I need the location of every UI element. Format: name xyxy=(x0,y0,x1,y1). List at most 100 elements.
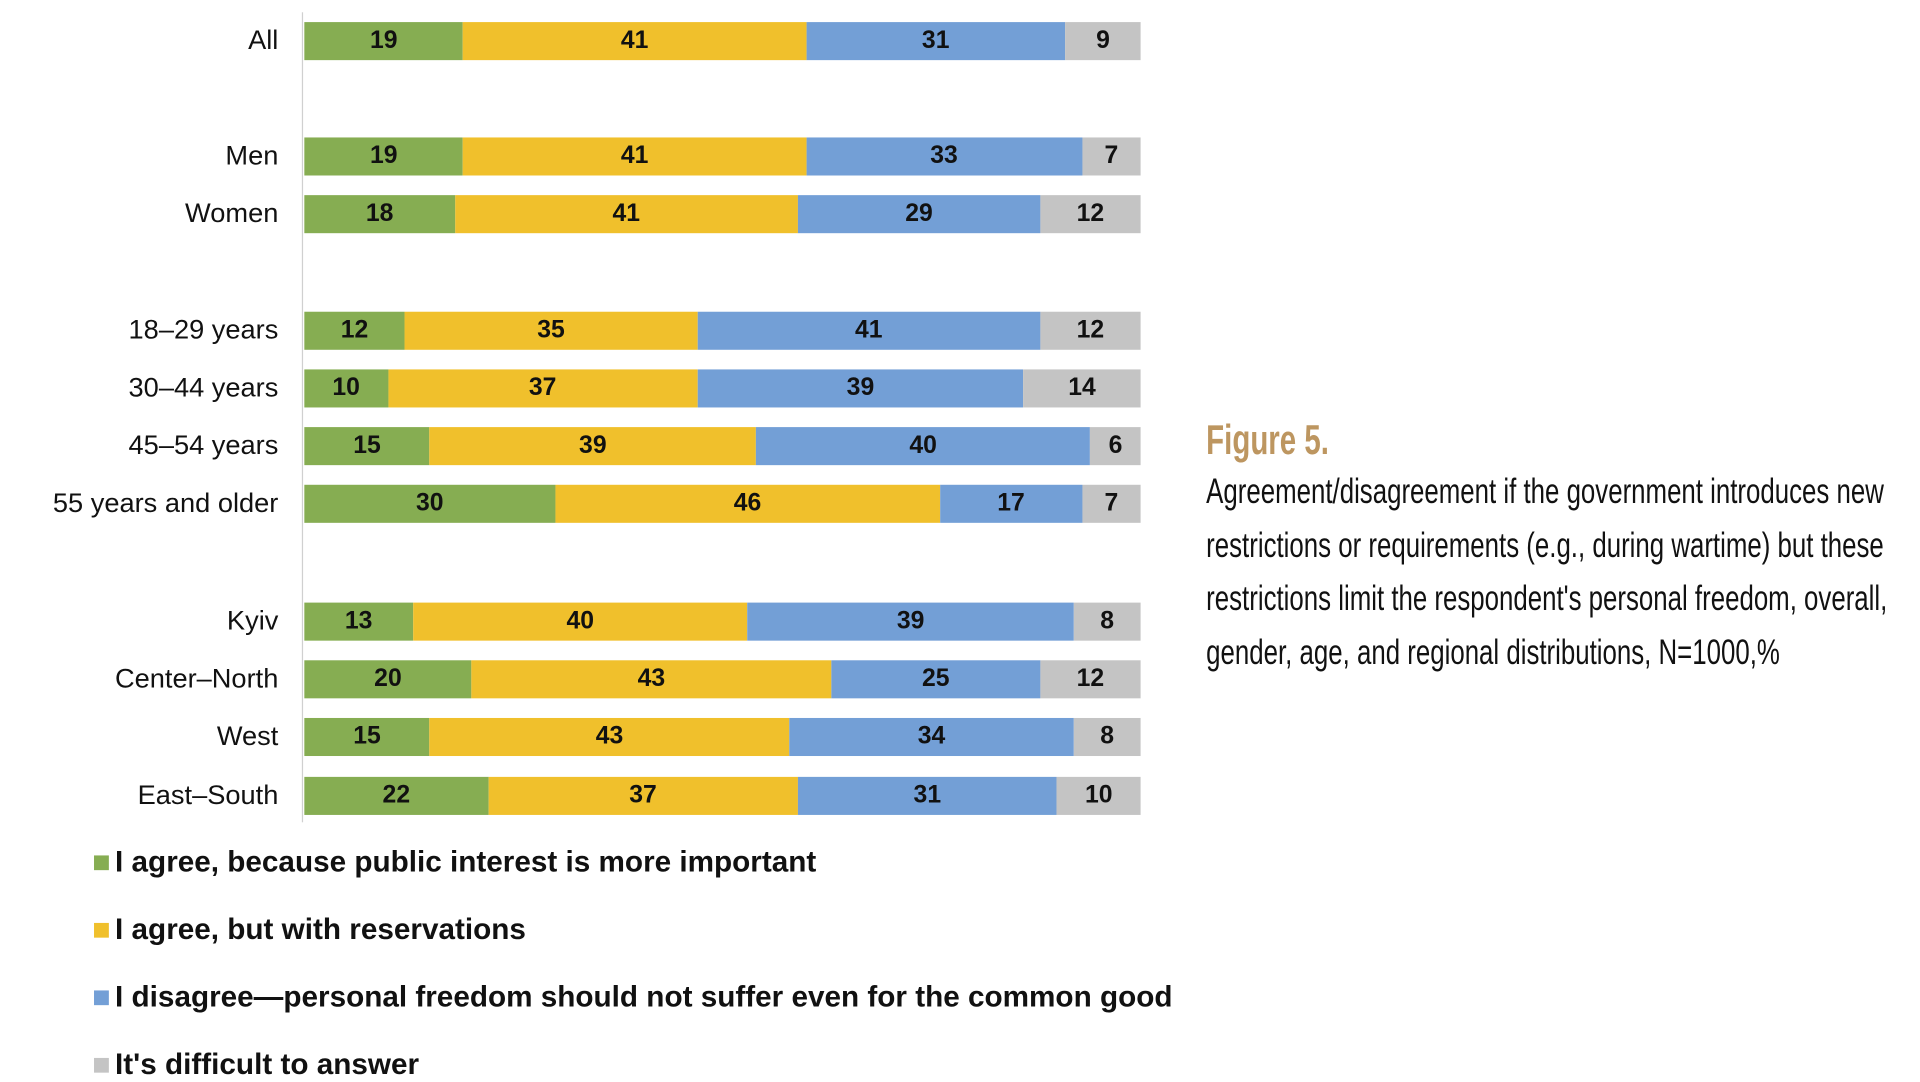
data-label: 19 xyxy=(370,141,398,169)
legend-label: I disagree—personal freedom should not s… xyxy=(115,980,1173,1014)
category-label: Kyiv xyxy=(226,605,279,636)
bar-segment: 35 xyxy=(404,311,698,350)
bar-segment: 7 xyxy=(1082,484,1141,523)
bar-segment: 39 xyxy=(429,426,756,465)
data-label: 35 xyxy=(537,316,565,344)
bar-segment: 31 xyxy=(806,21,1066,60)
category-label: 55 years and older xyxy=(52,487,279,518)
bar-segment: 34 xyxy=(789,717,1074,756)
bar-segment: 10 xyxy=(1056,776,1141,815)
category-label: All xyxy=(248,24,279,56)
legend-item: I disagree—personal freedom should not s… xyxy=(94,980,1173,1015)
data-label: 8 xyxy=(1100,606,1115,634)
bar-segment: 13 xyxy=(304,601,414,641)
data-label: 22 xyxy=(382,781,411,809)
category-label: Center–North xyxy=(114,662,279,694)
legend-item: I agree, because public interest is more… xyxy=(94,846,816,880)
bar-segment: 46 xyxy=(555,484,940,523)
data-label: 12 xyxy=(1076,316,1105,344)
data-label: 37 xyxy=(629,781,657,809)
legend-swatch xyxy=(94,990,109,1006)
data-label: 19 xyxy=(370,26,398,54)
category-label: Women xyxy=(185,197,279,229)
data-label: 10 xyxy=(1085,781,1113,809)
bar-segment: 41 xyxy=(697,311,1041,350)
bar-segment: 20 xyxy=(304,659,472,698)
bar-segment: 40 xyxy=(413,601,748,641)
data-label: 18 xyxy=(365,199,394,227)
legend-label: It's difficult to answer xyxy=(115,1048,420,1082)
data-label: 15 xyxy=(353,431,381,459)
data-label: 40 xyxy=(909,431,937,459)
bar-segment: 41 xyxy=(454,194,798,233)
bar-segment: 6 xyxy=(1090,426,1141,465)
bar-segment: 15 xyxy=(304,426,430,465)
bar-segment: 33 xyxy=(806,136,1083,175)
figure-title: Figure 5. xyxy=(1206,417,1329,464)
category-label: West xyxy=(216,720,279,752)
category-label: 45–54 years xyxy=(128,429,279,461)
data-label: 12 xyxy=(1076,199,1105,227)
legend-swatch xyxy=(94,855,109,871)
bar-segment: 37 xyxy=(488,776,798,815)
bar-segment: 43 xyxy=(429,717,790,756)
data-label: 43 xyxy=(595,722,624,750)
data-label: 6 xyxy=(1108,431,1123,459)
legend-swatch xyxy=(94,1057,109,1073)
bar-segment: 43 xyxy=(471,659,832,698)
legend-item: I agree, but with reservations xyxy=(94,913,526,947)
data-label: 39 xyxy=(896,606,925,634)
data-label: 43 xyxy=(637,664,666,692)
bar-segment: 37 xyxy=(387,368,698,407)
bar-segment: 39 xyxy=(697,368,1024,407)
bar-segment: 12 xyxy=(1040,194,1141,233)
legend-label: I agree, because public interest is more… xyxy=(115,845,817,879)
data-label: 25 xyxy=(921,664,950,692)
legend-label: I agree, but with reservations xyxy=(115,913,526,947)
data-label: 31 xyxy=(913,781,942,809)
bar-segment: 12 xyxy=(304,311,405,350)
bar-segment: 22 xyxy=(304,776,489,815)
data-label: 41 xyxy=(620,26,649,54)
category-label: Men xyxy=(225,139,279,171)
bar-segment: 14 xyxy=(1023,368,1141,407)
category-label: 18–29 years xyxy=(128,314,279,345)
data-label: 17 xyxy=(997,489,1025,517)
data-label: 30 xyxy=(415,489,444,517)
bar-segment: 31 xyxy=(797,776,1057,815)
category-label: East–South xyxy=(137,779,279,811)
legend-item: It's difficult to answer xyxy=(94,1048,419,1082)
category-axis-line xyxy=(301,12,304,823)
data-label: 13 xyxy=(344,606,373,634)
data-label: 41 xyxy=(612,199,641,227)
bar-segment: 17 xyxy=(939,484,1083,523)
bar-segment: 19 xyxy=(304,136,464,175)
data-label: 40 xyxy=(566,606,595,634)
bar-segment: 41 xyxy=(463,21,807,60)
bar-segment: 29 xyxy=(797,194,1041,233)
bar-segment: 18 xyxy=(304,194,455,233)
bar-segment: 8 xyxy=(1073,601,1141,641)
data-label: 39 xyxy=(846,373,875,401)
bar-segment: 12 xyxy=(1040,311,1141,350)
data-label: 46 xyxy=(733,489,762,517)
data-label: 31 xyxy=(921,26,950,54)
data-label: 41 xyxy=(855,316,883,344)
data-label: 7 xyxy=(1104,489,1119,517)
bar-segment: 39 xyxy=(747,601,1074,641)
data-label: 34 xyxy=(917,722,946,750)
bar-segment: 25 xyxy=(831,659,1041,698)
bar-segment: 8 xyxy=(1073,717,1141,756)
category-label: 30–44 years xyxy=(128,371,279,403)
data-label: 37 xyxy=(528,373,557,401)
bar-segment: 9 xyxy=(1065,21,1141,60)
data-label: 7 xyxy=(1104,141,1119,169)
data-label: 8 xyxy=(1100,722,1115,750)
bar-segment: 15 xyxy=(304,717,430,756)
legend-swatch xyxy=(94,922,109,938)
bar-segment: 12 xyxy=(1040,659,1141,698)
bar-segment: 41 xyxy=(463,136,807,175)
data-label: 15 xyxy=(353,722,381,750)
data-label: 20 xyxy=(374,664,402,692)
bar-segment: 7 xyxy=(1082,136,1141,175)
